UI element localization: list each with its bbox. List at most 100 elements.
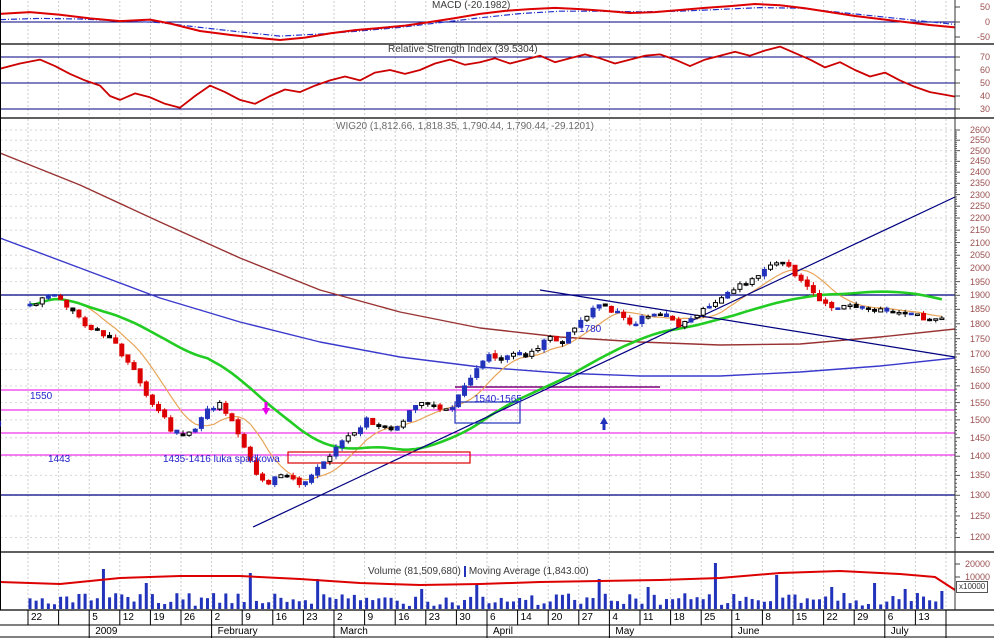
volume-bar [487,603,491,609]
ma-fast-orange [29,268,942,481]
volume-bar [132,601,136,609]
volume-bar [254,600,258,609]
week-label: 2 [337,612,343,623]
volume-bar [28,598,32,609]
volume-bar [530,595,534,609]
volume-bar [340,594,344,609]
volume-bar [383,597,387,609]
volume-ma-line [0,570,956,591]
volume-bar [622,603,626,609]
volume-bar [322,594,326,609]
price-annotation: 1540-1565 [474,394,522,405]
price-axis-label: 2600 [969,125,990,135]
volume-bar [52,604,56,609]
volume-bar [554,594,558,609]
volume-bar [701,599,705,609]
volume-bar [407,605,411,609]
month-label: April [493,626,514,637]
volume-axis-label: 20000 [964,559,990,569]
gap-box [287,451,471,464]
down-arrow-marker [262,402,270,415]
volume-bar [726,603,730,609]
volume-bar [769,601,773,609]
rsi-axis-label: 50 [979,78,990,88]
volume-bar [738,600,742,609]
volume-bar [542,603,546,609]
volume-bar [873,583,877,609]
volume-bar [365,597,369,609]
cursor-bar [463,566,466,577]
volume-bar [652,594,656,609]
ma-long-maroon [0,152,956,346]
descending-resistance [539,289,956,358]
volume-bar [101,569,105,609]
volume-bar [358,600,362,609]
volume-bar [787,594,791,609]
macd-panel-title: MACD (-20.1982) [432,0,511,11]
ascending-support [252,196,956,528]
volume-bar [34,600,38,609]
volume-bar [713,563,717,609]
volume-bar [616,601,620,609]
volume-bar [285,601,289,609]
volume-ma-title-text: Moving Average (1,843.00) [468,566,589,577]
macd-signal-line [0,6,956,37]
volume-bar [193,605,197,609]
week-label: 13 [918,612,930,623]
week-label: 16 [398,612,410,623]
month-label: June [737,626,760,637]
volume-bar [891,596,895,609]
volume-bar [114,593,118,609]
volume-bar [560,594,564,609]
price-axis-label: 2050 [969,250,990,261]
volume-bar [842,593,846,609]
price-axis-label: 2150 [969,225,990,236]
volume-bar [420,589,424,609]
volume-bar [781,597,785,609]
volume-bar [77,593,81,609]
price-axis-label: 2350 [969,178,990,189]
week-label: 9 [367,612,374,623]
week-label: 25 [704,612,716,623]
volume-bar [432,605,436,609]
volume-bar [297,601,301,609]
volume-bar [187,593,191,609]
volume-bar [248,573,252,609]
volume-bar [793,594,797,609]
price-axis-label: 1350 [969,470,990,481]
volume-bar [762,601,766,609]
volume-bar [95,598,99,609]
rsi-axis-label: 60 [979,65,990,75]
price-axis-label: 1750 [969,333,990,344]
volume-bar [548,601,552,609]
candlestick-series [27,259,945,488]
volume-bar [199,597,203,609]
macd-line [0,3,956,41]
volume-bar [603,593,607,609]
week-label: 9 [245,612,251,623]
week-label: 29 [857,612,869,623]
price-axis-label: 1550 [969,397,990,408]
macd-axis-label: -50 [976,32,990,42]
consolidation-box [454,401,521,424]
volume-bar [334,598,338,609]
volume-bar [371,600,375,609]
price-annotation: 1550 [30,391,53,402]
volume-bar [493,602,497,609]
rsi-panel-title: Relative Strength Index (39.5304) [388,44,538,55]
volume-bar [695,597,699,609]
price-axis-label: 1650 [969,364,990,375]
volume-bar [866,603,870,609]
price-plot [0,152,956,528]
volume-bar [922,596,926,609]
volume-bar [799,602,803,609]
volume-bar [536,604,540,609]
volume-title-text: Volume (81,509,680) [368,566,461,577]
week-label: 5 [92,612,98,623]
volume-bar [414,596,418,609]
volume-bar [836,600,840,609]
volume-bar [469,596,473,609]
volume-bar [175,593,179,609]
